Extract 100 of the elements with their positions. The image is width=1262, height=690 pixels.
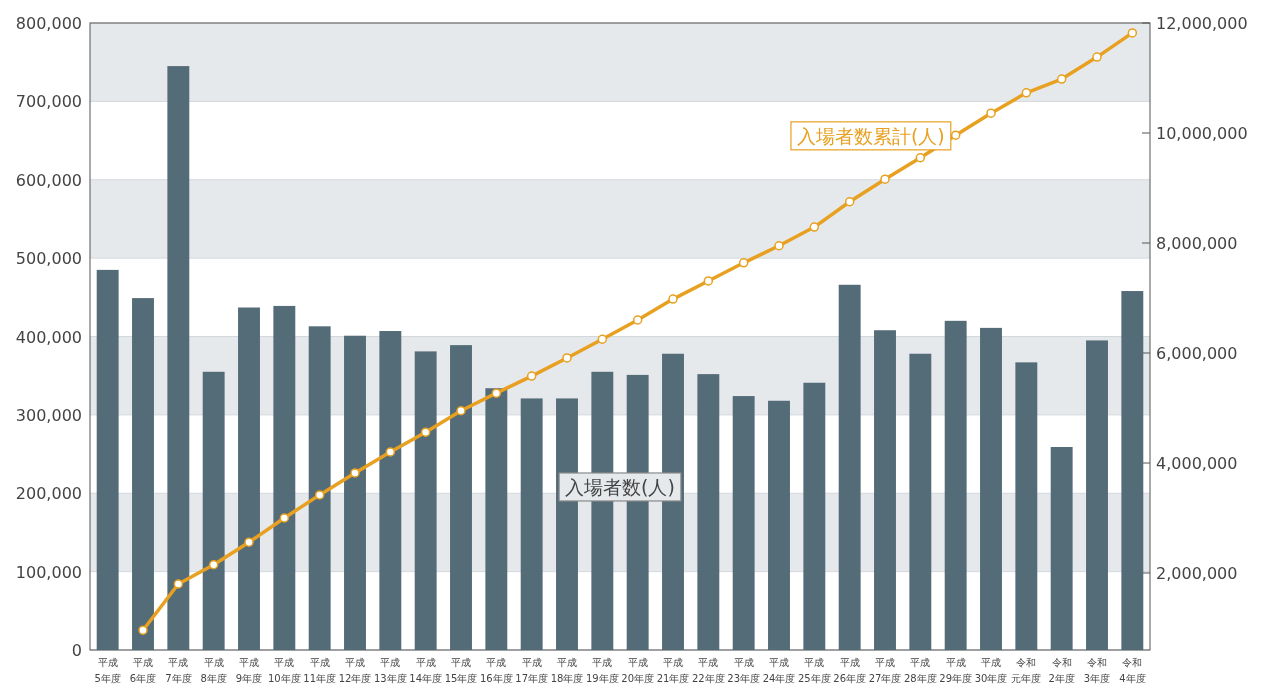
x-tick-label: 平成23年度: [727, 657, 761, 684]
y2-tick-label: 10,000,000: [1156, 124, 1248, 143]
bar: [1015, 362, 1038, 650]
bar: [96, 269, 119, 650]
bar: [1121, 291, 1144, 650]
x-tick-label: 平成11年度: [303, 657, 337, 684]
bar: [167, 66, 190, 650]
y2-tick-label: 2,000,000: [1156, 564, 1238, 583]
point: [385, 447, 396, 457]
x-tick-label: 平成16年度: [479, 657, 513, 684]
bar: [697, 374, 720, 650]
x-tick-label: 令和2年度: [1048, 657, 1075, 684]
bar: [732, 396, 755, 650]
x-tick-label: 平成22年度: [691, 657, 725, 684]
x-tick-label: 平成28年度: [903, 657, 937, 684]
point: [491, 388, 502, 398]
bar: [132, 298, 154, 650]
y-tick-label: 200,000: [15, 484, 82, 504]
point: [809, 222, 820, 232]
y-tick-label: 700,000: [15, 92, 82, 112]
point: [1056, 74, 1067, 84]
point: [632, 315, 643, 325]
point: [138, 625, 148, 635]
point: [1092, 52, 1102, 62]
y2-tick-label: 4,000,000: [1156, 454, 1238, 473]
x-tick-label: 平成29年度: [939, 657, 973, 684]
bar: [344, 335, 366, 650]
bar: [414, 351, 437, 650]
point: [738, 258, 749, 268]
point: [597, 334, 608, 344]
bar: [238, 307, 260, 650]
bar: [202, 371, 225, 650]
bar: [520, 398, 543, 650]
point: [244, 537, 254, 547]
bar: [308, 326, 331, 650]
x-tick-label: 平成6年度: [129, 657, 157, 684]
point: [950, 130, 961, 140]
x-tick-label: 平成7年度: [165, 657, 192, 684]
x-tick-label: 平成8年度: [200, 657, 227, 684]
y-tick-label: 800,000: [15, 14, 82, 33]
y-tick-label: 600,000: [15, 170, 82, 190]
y2-tick-label: 8,000,000: [1156, 234, 1238, 253]
y-tick-label: 500,000: [15, 249, 82, 269]
x-tick-label: 平成18年度: [550, 657, 584, 684]
bar: [980, 327, 1002, 650]
point: [1127, 28, 1138, 38]
x-tick-label: 平成21年度: [656, 657, 690, 684]
bar: [1086, 340, 1108, 650]
x-tick-label: 平成15年度: [444, 657, 478, 684]
point: [703, 276, 714, 286]
bar: [1050, 447, 1073, 650]
bar: [944, 320, 967, 650]
point: [844, 197, 855, 207]
bar: [485, 388, 508, 650]
point: [880, 174, 890, 184]
y-tick-label: 100,000: [15, 562, 82, 582]
x-tick-label: 平成19年度: [585, 657, 619, 684]
bar: [838, 284, 861, 650]
point: [986, 108, 996, 118]
bar: [874, 330, 896, 650]
x-tick-label: 平成13年度: [373, 657, 407, 684]
x-tick-label: 令和4年度: [1119, 657, 1146, 684]
x-tick-label: 平成10年度: [267, 657, 301, 684]
x-tick-label: 平成12年度: [338, 657, 372, 684]
bar: [379, 331, 402, 650]
x-tick-label: 平成17年度: [515, 657, 549, 684]
point: [668, 294, 678, 304]
point: [526, 371, 537, 381]
x-tick-label: 平成9年度: [235, 657, 263, 684]
y-tick-label: 400,000: [15, 327, 82, 347]
point: [314, 490, 325, 500]
point: [562, 353, 572, 363]
point: [1021, 88, 1032, 98]
y-tick-label: 0: [71, 641, 82, 660]
series-label: 入場者数(人): [565, 475, 675, 498]
point: [420, 427, 431, 437]
x-tick-label: 平成25年度: [797, 657, 831, 684]
point: [350, 468, 360, 478]
x-tick-label: 令和3年度: [1083, 657, 1111, 684]
x-tick-label: 平成5年度: [94, 657, 121, 684]
y-tick-label: 300,000: [15, 405, 82, 425]
point: [915, 153, 926, 163]
x-tick-label: 平成24年度: [762, 657, 796, 684]
bar: [273, 305, 296, 650]
series-label: 入場者数累計(人): [796, 124, 945, 147]
point: [774, 241, 784, 251]
y2-tick-label: 12,000,000: [1156, 14, 1248, 33]
bar: [909, 353, 932, 650]
x-tick-label: 平成30年度: [974, 657, 1008, 684]
x-tick-label: 平成20年度: [621, 657, 655, 684]
point: [456, 406, 466, 416]
bar: [803, 382, 826, 650]
y2-tick-label: 6,000,000: [1156, 344, 1238, 363]
x-tick-label: 平成26年度: [833, 657, 867, 684]
point: [279, 513, 290, 523]
point: [208, 560, 219, 570]
bar: [450, 345, 472, 650]
bar: [768, 400, 790, 650]
x-tick-label: 平成27年度: [868, 657, 902, 684]
point: [173, 579, 184, 589]
